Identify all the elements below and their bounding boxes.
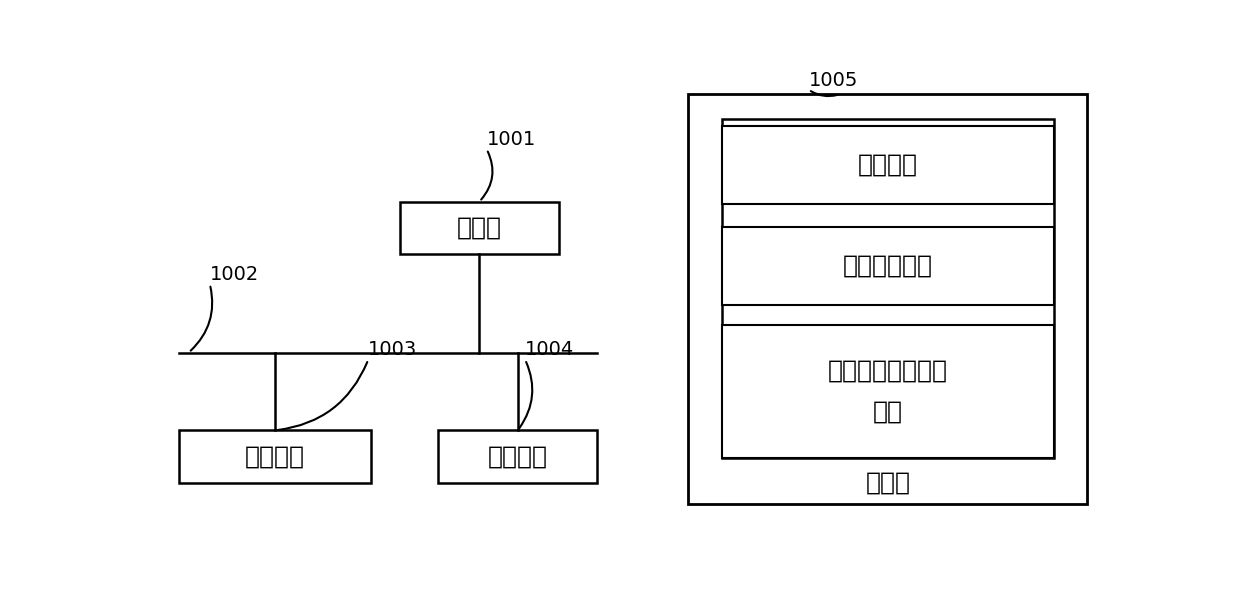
Text: 1003: 1003 (368, 340, 418, 359)
Text: 用户接口: 用户接口 (246, 445, 305, 469)
Text: 处理器: 处理器 (456, 216, 502, 240)
Text: 1001: 1001 (486, 130, 536, 149)
Bar (688, 94, 1087, 504)
Text: 1004: 1004 (525, 340, 574, 359)
Text: 网络接口: 网络接口 (487, 445, 548, 469)
Text: 1005: 1005 (808, 71, 858, 90)
Bar (179, 430, 371, 483)
Text: 网络通信模块: 网络通信模块 (843, 254, 932, 277)
Bar (722, 119, 1054, 458)
Text: 操作系统: 操作系统 (858, 153, 918, 177)
Text: 1002: 1002 (210, 265, 259, 284)
Bar (401, 201, 558, 254)
Bar (439, 430, 596, 483)
Text: 程序: 程序 (873, 400, 903, 424)
Bar (722, 227, 1054, 305)
Text: 三维户型模型生成: 三维户型模型生成 (828, 359, 947, 383)
Bar (722, 126, 1054, 204)
Text: 存储器: 存储器 (866, 471, 910, 495)
Bar (722, 325, 1054, 458)
